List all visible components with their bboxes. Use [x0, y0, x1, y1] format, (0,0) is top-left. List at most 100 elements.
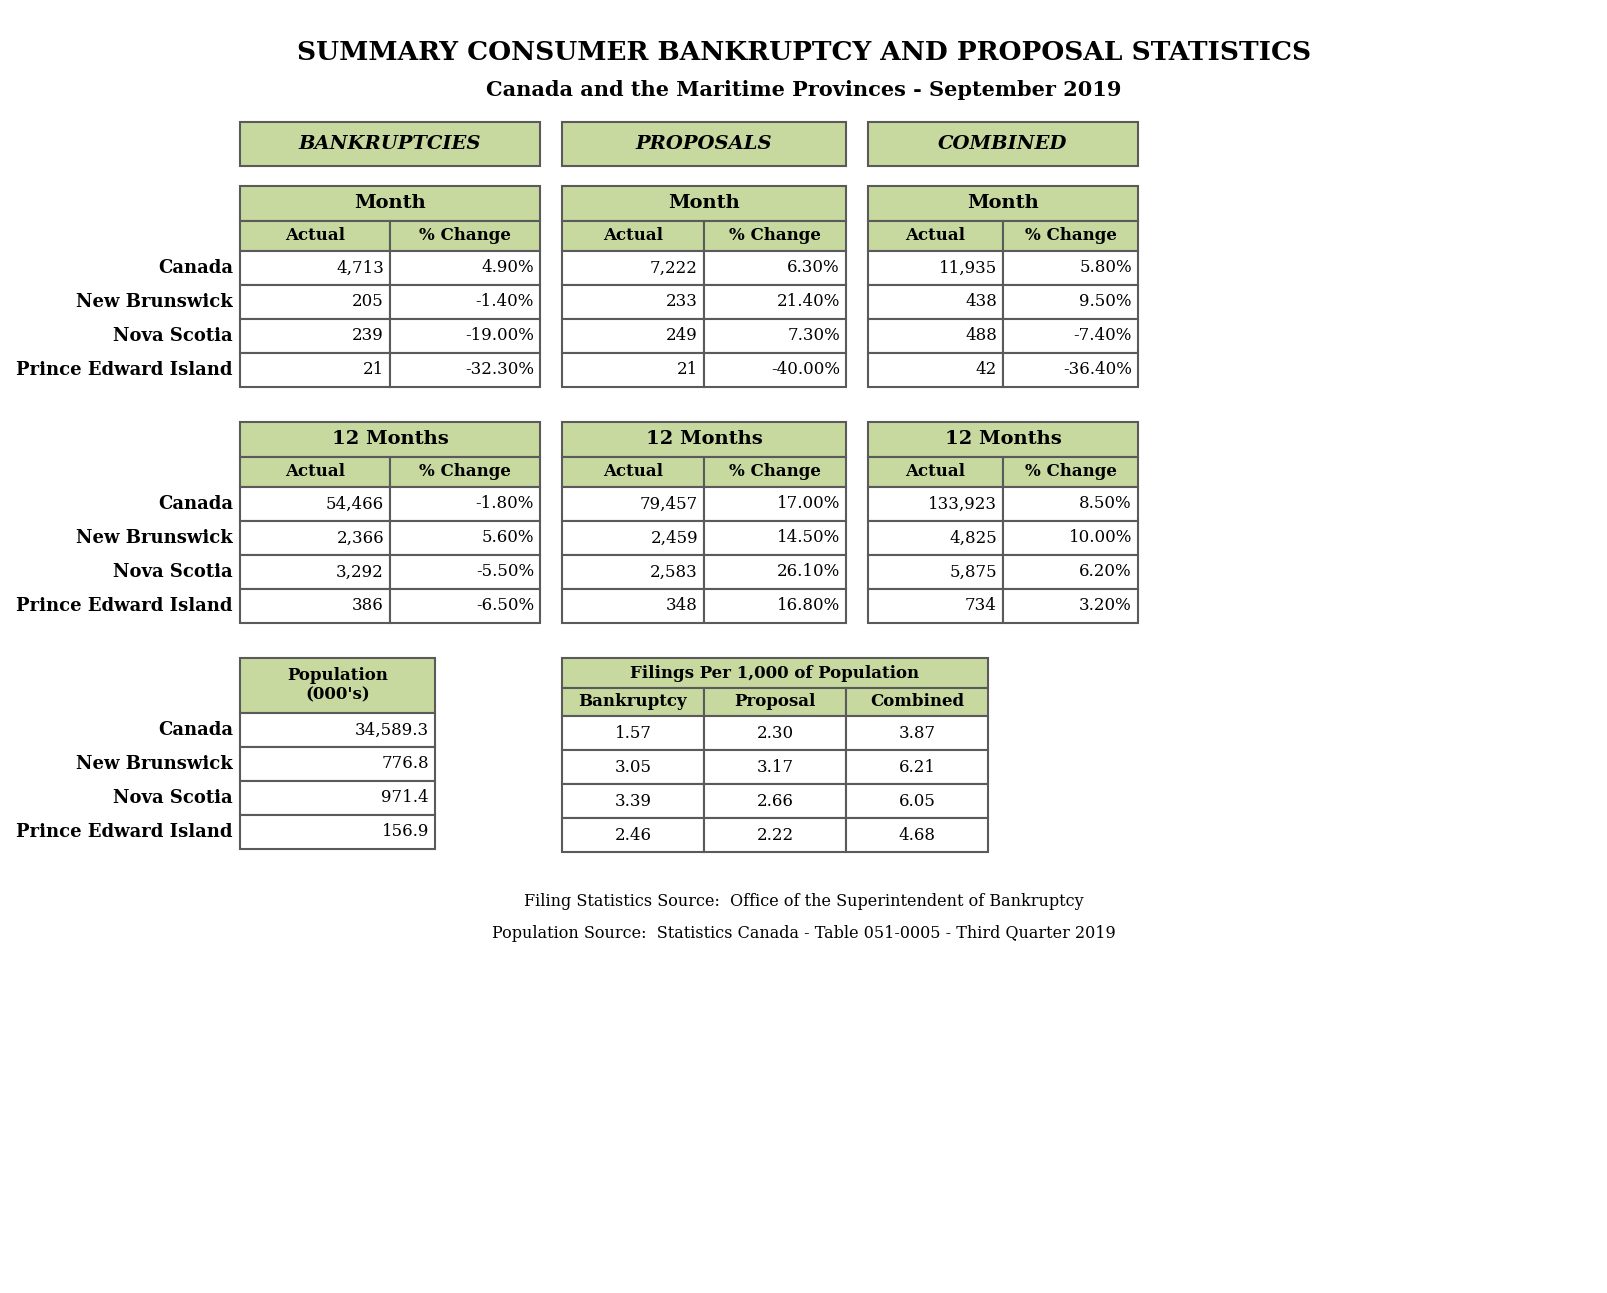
- Text: 16.80%: 16.80%: [776, 597, 839, 614]
- Text: 5.60%: 5.60%: [480, 530, 534, 547]
- Bar: [239, 487, 391, 521]
- Bar: [868, 555, 1003, 590]
- Bar: [1003, 251, 1138, 284]
- Bar: [562, 186, 845, 221]
- Bar: [704, 750, 845, 784]
- Bar: [704, 818, 845, 852]
- Text: 7,222: 7,222: [649, 260, 697, 277]
- Bar: [562, 251, 704, 284]
- Text: Canada: Canada: [157, 259, 233, 277]
- Text: 42: 42: [975, 362, 996, 379]
- Bar: [704, 784, 845, 818]
- Text: Canada: Canada: [157, 721, 233, 740]
- Text: 4,713: 4,713: [336, 260, 384, 277]
- Bar: [562, 422, 845, 456]
- Text: Prince Edward Island: Prince Edward Island: [16, 824, 233, 840]
- Text: 6.30%: 6.30%: [787, 260, 839, 277]
- Bar: [391, 521, 540, 555]
- Bar: [704, 221, 845, 251]
- Bar: [239, 555, 391, 590]
- Bar: [1003, 521, 1138, 555]
- Text: 79,457: 79,457: [640, 495, 697, 512]
- Bar: [562, 319, 704, 353]
- Bar: [239, 590, 391, 623]
- Bar: [704, 555, 845, 590]
- Bar: [562, 555, 704, 590]
- Bar: [1003, 319, 1138, 353]
- Text: -1.40%: -1.40%: [476, 294, 534, 310]
- Bar: [704, 456, 845, 487]
- Bar: [704, 284, 845, 319]
- Bar: [562, 688, 704, 716]
- Bar: [391, 353, 540, 387]
- Text: -19.00%: -19.00%: [464, 327, 534, 344]
- Bar: [239, 122, 540, 166]
- Text: Month: Month: [966, 194, 1038, 212]
- Text: -40.00%: -40.00%: [770, 362, 839, 379]
- Bar: [239, 521, 391, 555]
- Text: 3.20%: 3.20%: [1078, 597, 1131, 614]
- Bar: [868, 186, 1138, 221]
- Text: 386: 386: [352, 597, 384, 614]
- Bar: [239, 221, 391, 251]
- Text: Prince Edward Island: Prince Edward Island: [16, 597, 233, 615]
- Text: 133,923: 133,923: [927, 495, 996, 512]
- Text: 4,825: 4,825: [948, 530, 996, 547]
- Bar: [562, 750, 704, 784]
- Text: 11,935: 11,935: [938, 260, 996, 277]
- Text: 776.8: 776.8: [381, 755, 429, 772]
- Bar: [868, 122, 1138, 166]
- Text: 12 Months: 12 Months: [646, 431, 762, 449]
- Text: -7.40%: -7.40%: [1073, 327, 1131, 344]
- Bar: [391, 590, 540, 623]
- Text: 14.50%: 14.50%: [776, 530, 839, 547]
- Text: 348: 348: [665, 597, 697, 614]
- Bar: [239, 747, 435, 781]
- Text: 2,459: 2,459: [649, 530, 697, 547]
- Text: New Brunswick: New Brunswick: [76, 755, 233, 773]
- Text: Actual: Actual: [284, 463, 346, 481]
- Text: Nova Scotia: Nova Scotia: [114, 562, 233, 581]
- Bar: [868, 521, 1003, 555]
- Bar: [704, 353, 845, 387]
- Bar: [391, 555, 540, 590]
- Bar: [868, 284, 1003, 319]
- Bar: [845, 750, 987, 784]
- Text: 21: 21: [677, 362, 697, 379]
- Text: 9.50%: 9.50%: [1078, 294, 1131, 310]
- Text: BANKRUPTCIES: BANKRUPTCIES: [299, 134, 480, 153]
- Text: 12 Months: 12 Months: [331, 431, 448, 449]
- Text: 34,589.3: 34,589.3: [355, 721, 429, 738]
- Bar: [239, 319, 391, 353]
- Text: Bankruptcy: Bankruptcy: [579, 693, 686, 710]
- Text: 2,366: 2,366: [336, 530, 384, 547]
- Text: Filings Per 1,000 of Population: Filings Per 1,000 of Population: [630, 665, 919, 681]
- Text: 734: 734: [964, 597, 996, 614]
- Bar: [1003, 221, 1138, 251]
- Bar: [239, 781, 435, 815]
- Bar: [868, 422, 1138, 456]
- Bar: [1003, 555, 1138, 590]
- Text: Actual: Actual: [603, 228, 662, 244]
- Text: 2.66: 2.66: [755, 793, 792, 809]
- Bar: [562, 456, 704, 487]
- Bar: [704, 521, 845, 555]
- Text: % Change: % Change: [419, 463, 511, 481]
- Text: PROPOSALS: PROPOSALS: [635, 134, 771, 153]
- Text: Prince Edward Island: Prince Edward Island: [16, 361, 233, 379]
- Bar: [845, 784, 987, 818]
- Text: SUMMARY CONSUMER BANKRUPTCY AND PROPOSAL STATISTICS: SUMMARY CONSUMER BANKRUPTCY AND PROPOSAL…: [297, 40, 1310, 65]
- Text: 54,466: 54,466: [326, 495, 384, 512]
- Text: 6.21: 6.21: [898, 759, 935, 776]
- Text: -5.50%: -5.50%: [476, 564, 534, 581]
- Bar: [845, 818, 987, 852]
- Bar: [562, 122, 845, 166]
- Bar: [1003, 487, 1138, 521]
- Bar: [1003, 590, 1138, 623]
- Bar: [562, 284, 704, 319]
- Bar: [868, 221, 1003, 251]
- Text: 3.39: 3.39: [614, 793, 651, 809]
- Text: % Change: % Change: [419, 228, 511, 244]
- Bar: [562, 658, 987, 688]
- Bar: [868, 590, 1003, 623]
